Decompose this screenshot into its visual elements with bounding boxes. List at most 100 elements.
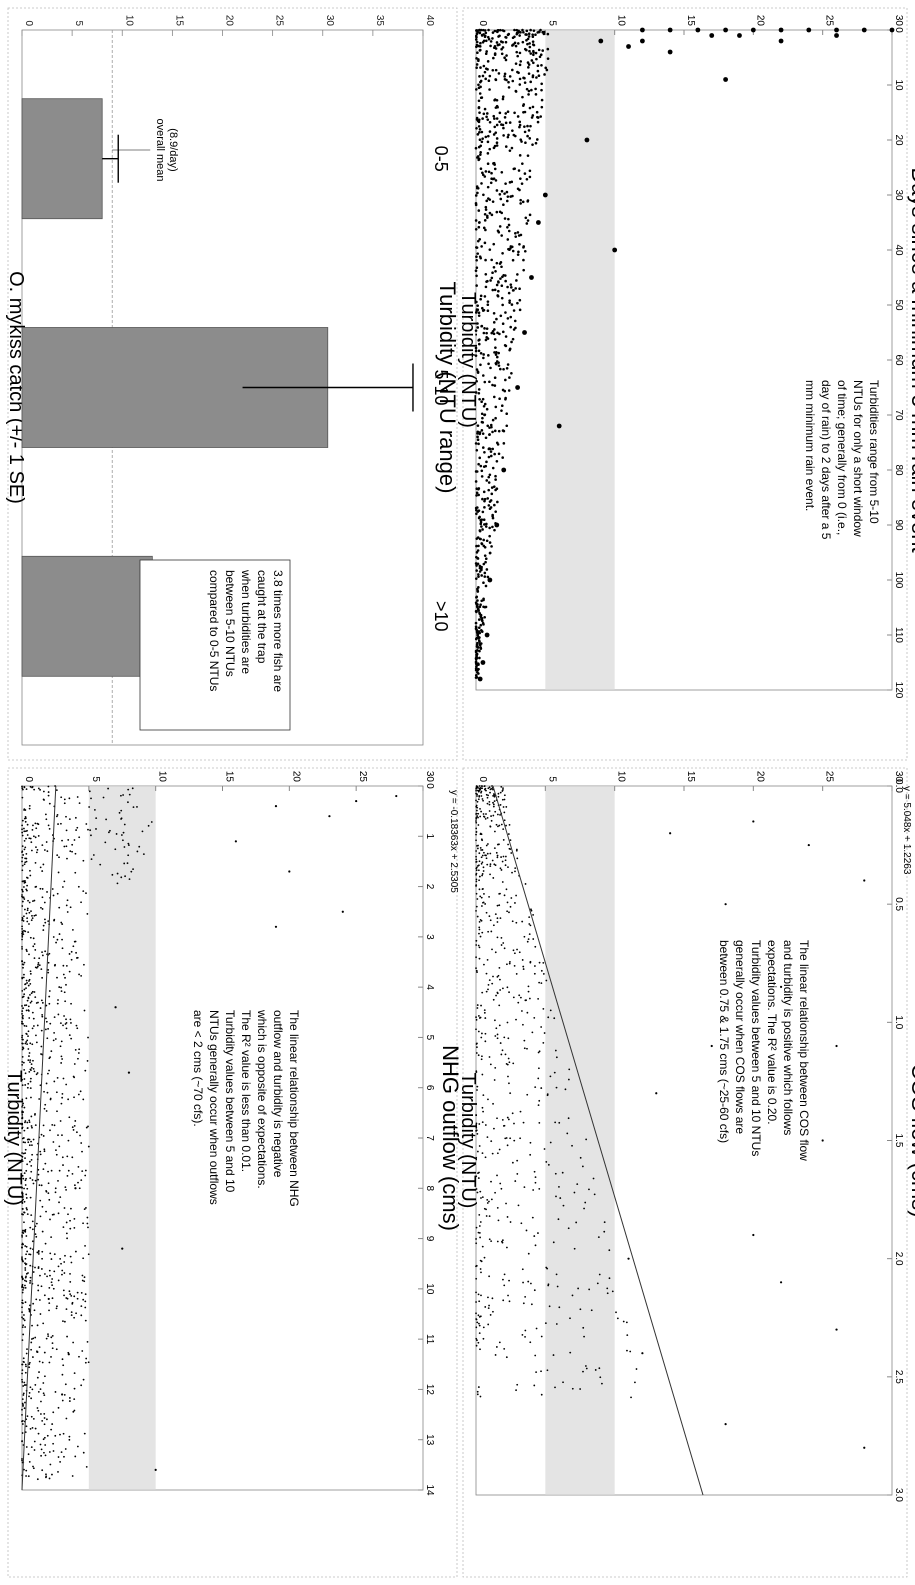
cos-point: [498, 1024, 501, 1027]
nhg-point: [48, 1069, 50, 1072]
nhg-point: [37, 1251, 40, 1253]
cos-point: [488, 1056, 491, 1058]
cos-point: [488, 786, 491, 789]
days-point: [507, 229, 511, 233]
days-point: [532, 29, 536, 32]
days-point: [485, 407, 489, 411]
bar-category-label: >10: [431, 601, 451, 632]
cos-equation: y = 5.048x + 1.2263: [901, 786, 912, 875]
nhg-point: [68, 797, 71, 800]
days-point: [494, 361, 498, 365]
nhg-point: [24, 1141, 27, 1144]
days-point: [474, 269, 478, 273]
days-point: [505, 54, 508, 57]
nhg-point: [24, 1120, 27, 1122]
cos-point: [485, 813, 487, 815]
cos-point: [492, 803, 495, 806]
days-point: [488, 433, 491, 436]
nhg-point: [99, 863, 102, 866]
days-point: [474, 349, 478, 353]
days-point: [518, 308, 522, 312]
nhg-point: [59, 1045, 62, 1048]
days-point: [510, 180, 514, 184]
days-point: [500, 47, 503, 51]
cos-point: [504, 1137, 507, 1140]
cos-point: [481, 873, 484, 875]
nhg-point: [150, 821, 153, 823]
cos-point: [478, 946, 481, 949]
nhg-point: [34, 1266, 36, 1269]
days-point: [509, 315, 513, 319]
nhg-point: [78, 802, 81, 805]
nhg-point: [49, 1129, 51, 1132]
cos-point: [509, 848, 512, 851]
nhg-point: [25, 1253, 28, 1256]
cos-point: [522, 1023, 524, 1026]
cos-point: [505, 1202, 507, 1205]
nhg-point: [26, 1213, 29, 1216]
nhg-point: [21, 925, 23, 928]
cos-point: [508, 911, 510, 914]
nhg-x-tick-label: 6: [424, 1085, 435, 1091]
days-point: [476, 304, 479, 307]
nhg-point: [40, 1454, 42, 1457]
days-point: [526, 134, 529, 138]
cos-point: [519, 1137, 522, 1140]
days-point: [519, 198, 522, 202]
days-point: [482, 562, 486, 566]
nhg-point: [31, 828, 34, 831]
nhg-point: [33, 957, 36, 960]
nhg-point: [41, 1205, 44, 1208]
days-point: [483, 295, 487, 298]
nhg-point: [21, 1010, 24, 1012]
nhg-point: [49, 1022, 52, 1025]
nhg-point: [21, 1193, 24, 1196]
nhg-point: [21, 989, 24, 992]
days-point: [498, 193, 502, 196]
days-point: [482, 353, 485, 356]
days-point: [481, 446, 485, 449]
days-point: [480, 469, 484, 473]
cos-point: [516, 948, 518, 951]
nhg-point: [32, 824, 34, 827]
nhg-point: [21, 1104, 24, 1107]
days-x-tick-label: 0: [893, 27, 904, 33]
cos-point: [533, 1289, 536, 1292]
nhg-point: [28, 978, 31, 981]
cos-y-tick-label: 15: [685, 771, 696, 783]
days-point: [487, 170, 491, 174]
days-point: [476, 239, 480, 243]
days-point: [518, 154, 522, 157]
nhg-point: [53, 1031, 56, 1034]
days-x-tick-label: 70: [893, 409, 904, 421]
days-point: [477, 118, 481, 122]
nhg-point: [37, 1284, 40, 1287]
cos-point: [496, 1117, 498, 1120]
cos-point: [501, 798, 504, 801]
cos-point: [500, 944, 503, 946]
days-point: [479, 80, 482, 84]
cos-point: [507, 1075, 509, 1078]
cos-point: [494, 1191, 496, 1194]
nhg-point: [21, 851, 23, 854]
cos-point: [527, 1252, 530, 1255]
days-point: [499, 28, 502, 32]
bar-annotation-line: compared to 0-5 NTUs: [207, 570, 221, 691]
nhg-x-axis-label: NHG outflow (cms): [438, 1045, 463, 1231]
days-point: [498, 43, 501, 46]
days-point: [477, 636, 480, 640]
cos-point: [524, 883, 527, 885]
nhg-point: [78, 1048, 81, 1051]
days-point: [499, 261, 503, 264]
days-point: [526, 61, 530, 64]
days-point: [504, 121, 508, 125]
cos-point: [558, 1306, 561, 1309]
nhg-point: [42, 1382, 45, 1384]
nhg-point: [39, 1388, 42, 1391]
nhg-point: [72, 928, 74, 931]
cos-point: [481, 849, 484, 851]
nhg-point: [78, 1187, 81, 1190]
nhg-point: [84, 1361, 87, 1364]
nhg-point: [24, 1326, 27, 1328]
cos-point: [517, 1204, 520, 1207]
